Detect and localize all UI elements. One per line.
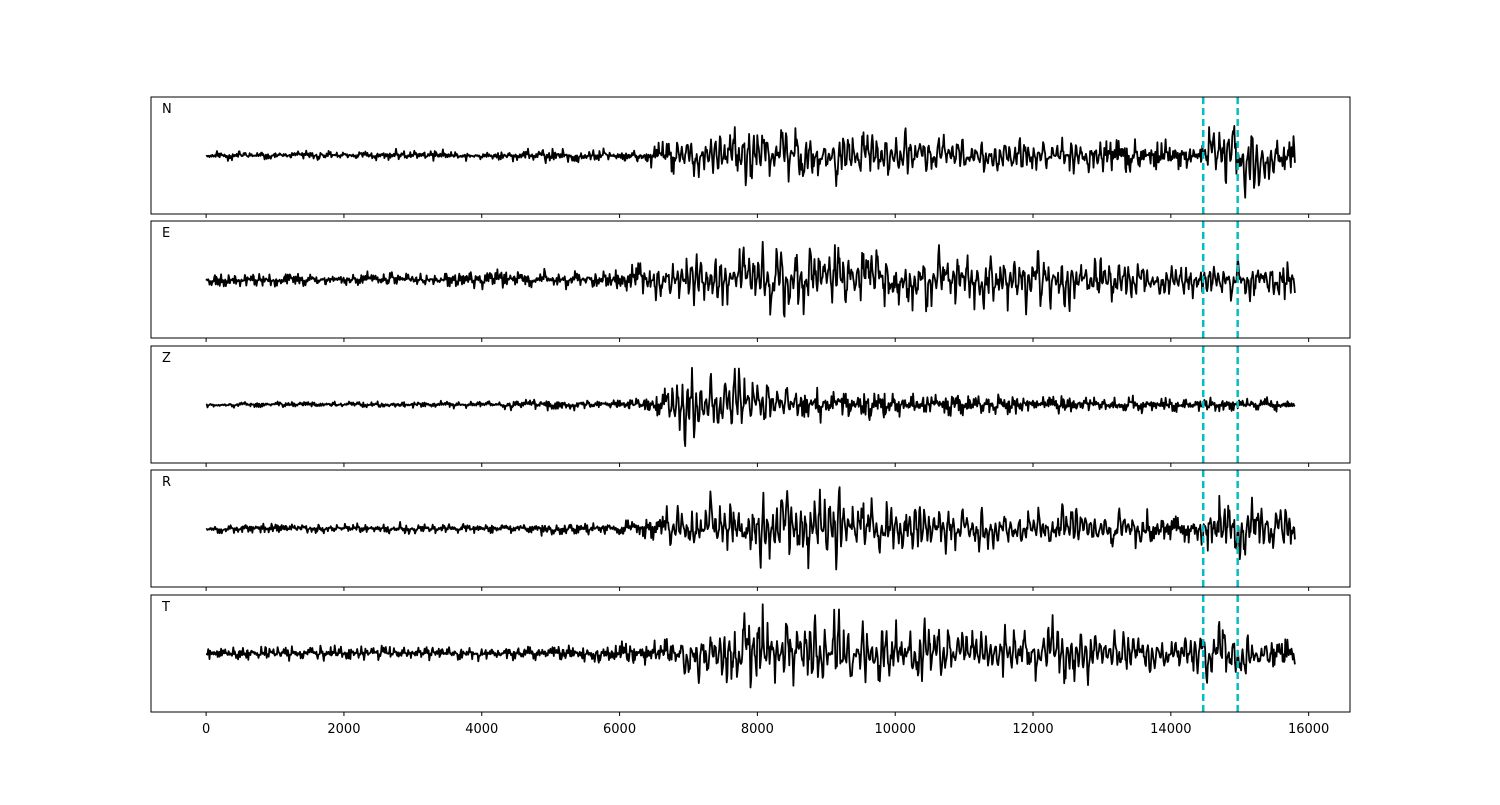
waveform-n [205,125,1296,199]
component-label: E [162,226,170,241]
component-label: Z [162,351,171,366]
panel-frame [150,96,1351,215]
panel-t: T [150,594,1351,716]
x-tick-label: 0 [202,722,210,737]
component-label: N [162,102,172,117]
component-label: T [161,600,170,615]
panel-r: R [150,469,1351,591]
panel-frame [150,345,1351,464]
x-tick-label: 4000 [465,722,498,737]
x-tick-label: 10000 [875,722,916,737]
panel-e: E [150,220,1351,342]
x-tick-label: 14000 [1150,722,1191,737]
x-tick-label: 6000 [603,722,636,737]
panel-z: Z [150,345,1351,467]
waveform-e [205,240,1296,318]
component-label: R [162,475,171,490]
x-tick-label: 12000 [1012,722,1053,737]
panel-frame [150,469,1351,588]
x-tick-label: 16000 [1288,722,1329,737]
waveform-z [205,366,1296,447]
panel-frame [150,220,1351,339]
x-tick-label: 2000 [327,722,360,737]
panel-frame [150,594,1351,713]
waveform-t [205,603,1296,689]
panel-n: N [150,96,1351,218]
waveform-r [205,486,1296,571]
x-tick-label: 8000 [741,722,774,737]
